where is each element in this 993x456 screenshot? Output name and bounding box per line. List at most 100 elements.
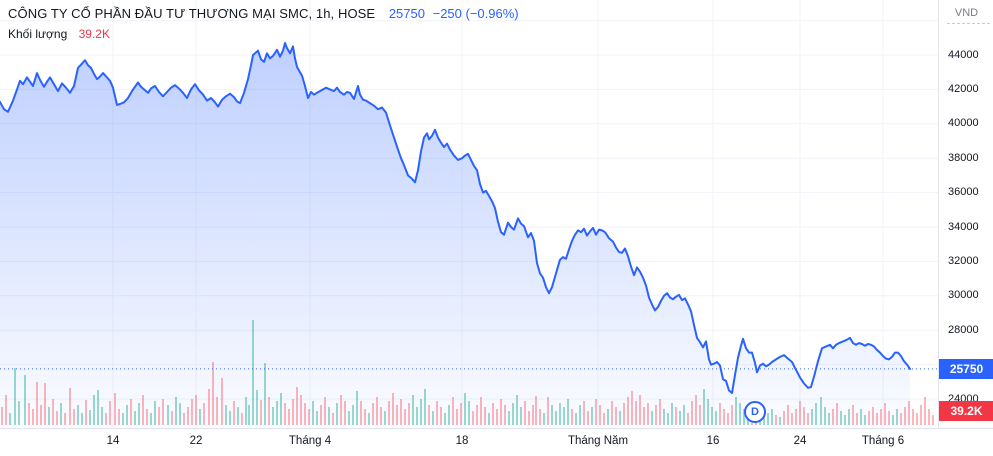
volume-bar [126, 405, 128, 425]
volume-bar [896, 409, 898, 425]
volume-indicator-value: 39.2K [78, 26, 110, 41]
volume-bar [484, 407, 486, 425]
volume-bar [575, 413, 577, 425]
volume-bar [856, 413, 858, 425]
volume-bar [225, 405, 227, 425]
symbol-title[interactable]: CÔNG TY CỔ PHẦN ĐẦU TƯ THƯƠNG MẠI SMC, 1… [8, 6, 376, 21]
volume-bar [775, 415, 777, 425]
volume-bar [735, 397, 737, 425]
time-axis-label: 18 [455, 435, 469, 447]
volume-bar [216, 397, 218, 425]
volume-bar [388, 401, 390, 425]
volume-bar [264, 363, 266, 425]
volume-bar [643, 407, 645, 425]
volume-bar [820, 397, 822, 425]
volume-bar [134, 411, 136, 425]
volume-bar [516, 395, 518, 425]
volume-bar [32, 409, 34, 425]
volume-bar [559, 403, 561, 425]
volume-bar [456, 409, 458, 425]
volume-bar [208, 389, 210, 425]
volume-bar [138, 403, 140, 425]
volume-bar [114, 393, 116, 425]
volume-bar [64, 413, 66, 425]
price-axis-label: 44000 [948, 48, 979, 61]
volume-bar [916, 413, 918, 425]
volume-bar [532, 405, 534, 425]
volume-bar [420, 399, 422, 425]
chart-pane[interactable]: CÔNG TY CỔ PHẦN ĐẦU TƯ THƯƠNG MẠI SMC, 1… [0, 0, 938, 428]
price-axis-label: 40000 [948, 117, 979, 130]
volume-bar [683, 405, 685, 425]
volume-bar [771, 409, 773, 425]
volume-bar [268, 397, 270, 425]
time-axis-label: Tháng 6 [861, 435, 905, 447]
volume-bar [9, 413, 11, 425]
volume-bar [691, 401, 693, 425]
volume-bar [60, 403, 62, 425]
volume-bar [56, 411, 58, 425]
volume-bar [615, 407, 617, 425]
volume-bar [36, 382, 38, 425]
time-axis-label: 24 [793, 435, 807, 447]
volume-bar [563, 407, 565, 425]
volume-bar [763, 417, 765, 425]
volume-bar [779, 417, 781, 425]
volume-bar [743, 409, 745, 425]
area-fill [0, 43, 910, 427]
volume-bar [52, 399, 54, 425]
volume-bar [276, 401, 278, 425]
volume-bar [520, 407, 522, 425]
volume-bar [48, 407, 50, 425]
volume-bar [739, 403, 741, 425]
dividend-marker[interactable]: D [744, 401, 766, 423]
volume-bar [811, 409, 813, 425]
price-chart-canvas[interactable] [0, 0, 938, 428]
volume-bar [158, 407, 160, 425]
price-axis[interactable]: VND 44000 42000 40000 38000 36000 34000 32000 3… [938, 0, 993, 428]
volume-bar [675, 407, 677, 425]
volume-bar [392, 393, 394, 425]
volume-bar [464, 393, 466, 425]
volume-bar [316, 411, 318, 425]
volume-bar [400, 399, 402, 425]
volume-bar [24, 375, 26, 425]
volume-bar [28, 403, 30, 425]
volume-bar [101, 407, 103, 425]
volume-bar [352, 405, 354, 425]
volume-bar [480, 397, 482, 425]
price-axis-label: 34000 [948, 220, 979, 233]
volume-indicator-label[interactable]: Khối lượng [8, 26, 68, 41]
volume-bar [731, 405, 733, 425]
volume-bar [492, 403, 494, 425]
volume-bar [711, 407, 713, 425]
volume-bar [187, 407, 189, 425]
volume-bar [154, 401, 156, 425]
volume-bar [504, 405, 506, 425]
volume-bar [611, 401, 613, 425]
volume-bar [860, 409, 862, 425]
volume-bar [432, 411, 434, 425]
volume-bar [344, 401, 346, 425]
volume-bar [496, 409, 498, 425]
price-axis-label: 36000 [948, 186, 979, 199]
volume-bar [828, 413, 830, 425]
axis-dashed-line [947, 23, 990, 24]
volume-bar [245, 397, 247, 425]
volume-bar [524, 401, 526, 425]
volume-bar [848, 409, 850, 425]
volume-bar [384, 411, 386, 425]
volume-bar [727, 413, 729, 425]
time-axis[interactable]: 14 22 Tháng 4 18 Tháng Năm 16 24 Tháng 6 [0, 428, 993, 456]
volume-bar [651, 411, 653, 425]
volume-bar [81, 413, 83, 425]
volume-bar [252, 320, 254, 425]
volume-bar [122, 413, 124, 425]
volume-bar [360, 401, 362, 425]
volume-bar [308, 409, 310, 425]
volume-bar [928, 409, 930, 425]
volume-bar [488, 413, 490, 425]
volume-bar [815, 403, 817, 425]
volume-bar [237, 407, 239, 425]
volume-bar [639, 395, 641, 425]
